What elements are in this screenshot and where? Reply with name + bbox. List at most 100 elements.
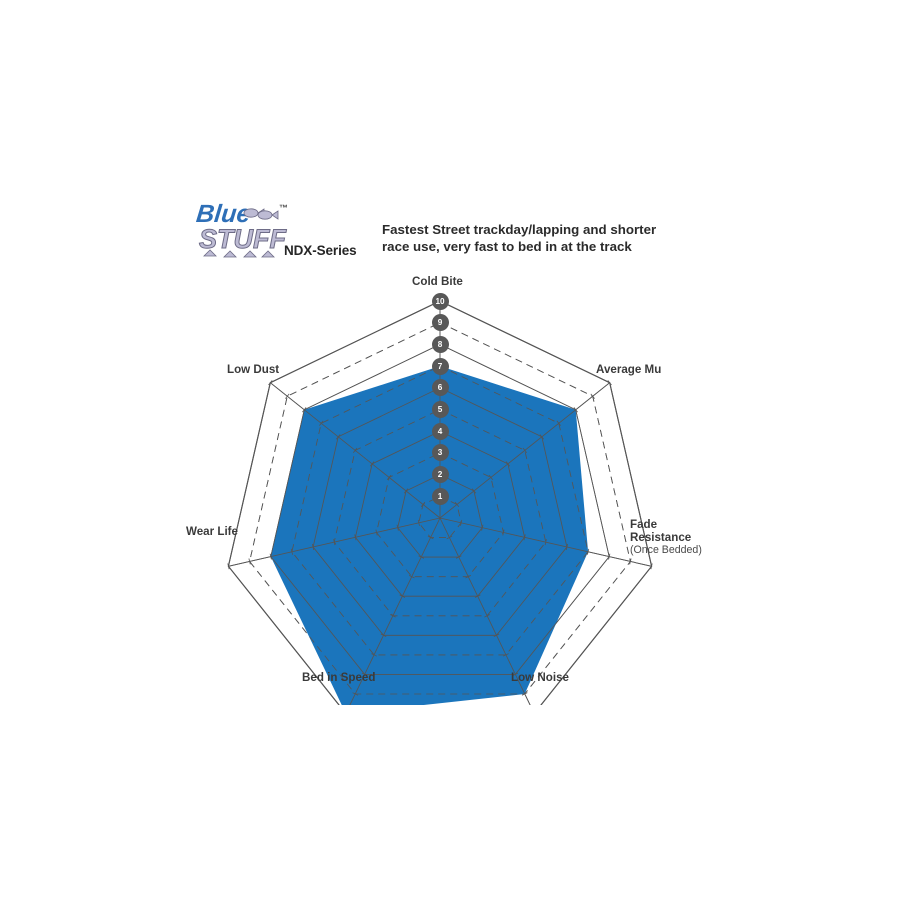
- radar-tick: [523, 534, 526, 541]
- radar-tick: [403, 488, 409, 494]
- radar-tick: [488, 474, 494, 481]
- radar-tick: [512, 672, 519, 677]
- radar-tick: [361, 672, 368, 677]
- radar-ring-9: [249, 322, 631, 695]
- scale-badge-5: 5: [431, 401, 449, 418]
- radar-chart: [150, 265, 750, 705]
- radar-tick: [369, 461, 375, 467]
- radar-tick: [587, 548, 590, 555]
- trademark-symbol: ™: [279, 203, 288, 213]
- tagline-line-2: race use, very fast to bed in at the tra…: [382, 238, 632, 254]
- radar-tick: [352, 447, 358, 453]
- radar-tick: [302, 407, 307, 413]
- radar-tick: [521, 692, 528, 696]
- radar-tick: [380, 633, 387, 637]
- radar-tick: [493, 633, 500, 637]
- radar-tick: [484, 614, 490, 618]
- radar-tick: [248, 558, 251, 565]
- axis-label-average-mu: Average Mu: [596, 363, 662, 376]
- radar-tick: [629, 558, 632, 565]
- radar-tick: [481, 524, 484, 531]
- scale-badge-10: 10: [431, 292, 449, 310]
- scale-badge-4: 4: [431, 422, 449, 440]
- radar-ring-3: [376, 452, 504, 578]
- radar-tick: [290, 548, 293, 555]
- radar-tick: [269, 553, 272, 560]
- radar-ring-10: [227, 300, 653, 705]
- radar-tick: [427, 535, 434, 540]
- header: Blue STUFF ™ NDX-Se: [196, 198, 666, 270]
- radar-tick: [565, 543, 568, 550]
- radar-tick: [375, 529, 378, 536]
- radar-tick: [503, 653, 509, 657]
- radar-tick: [522, 447, 528, 453]
- radar-tick: [573, 407, 578, 413]
- axis-label-wear-life: Wear Life: [186, 525, 238, 538]
- radar-grid-overlay: [227, 300, 653, 705]
- radar-tick: [390, 614, 396, 618]
- scale-badge-8: 8: [431, 335, 449, 353]
- radar-tick: [505, 461, 511, 467]
- scale-badge-1: 1: [431, 487, 449, 505]
- radar-tick: [319, 420, 324, 426]
- radar-tick: [268, 380, 273, 386]
- svg-text:STUFF: STUFF: [199, 224, 287, 254]
- radar-tick: [371, 653, 377, 657]
- axis-label-fade-resistance-main: Fade Resistance: [630, 518, 692, 544]
- scale-badge-2: 2: [431, 466, 449, 484]
- radar-ring-1: [418, 495, 462, 539]
- svg-text:Blue: Blue: [196, 200, 252, 228]
- scale-badge-9: 9: [431, 314, 449, 332]
- radar-tick: [454, 501, 460, 508]
- axis-label-bed-in-speed: Bed in Speed: [302, 671, 376, 684]
- radar-tick: [335, 434, 341, 440]
- radar-tick: [418, 555, 425, 559]
- radar-tick: [556, 420, 561, 426]
- radar-tick: [399, 594, 406, 598]
- radar-tick: [386, 474, 392, 481]
- series-name: NDX-Series: [284, 243, 357, 258]
- scale-badge-7: 7: [431, 357, 449, 375]
- radar-ring-7: [291, 365, 589, 656]
- radar-tick: [396, 524, 399, 531]
- radar-tick: [455, 555, 462, 559]
- axis-label-fade-resistance: Fade Resistance (Once Bedded): [630, 518, 702, 557]
- radar-chart-svg: [227, 300, 653, 705]
- radar-tick: [465, 575, 472, 579]
- radar-tick: [607, 380, 612, 386]
- radar-tick: [420, 501, 426, 508]
- radar-tick: [502, 529, 505, 536]
- scale-badge-6: 6: [431, 379, 449, 397]
- radar-tick: [227, 563, 230, 570]
- tagline-line-1: Fastest Street trackday/lapping and shor…: [382, 222, 657, 237]
- radar-tick: [333, 539, 336, 546]
- axis-label-cold-bite: Cold Bite: [412, 275, 463, 288]
- radar-tick: [417, 519, 420, 526]
- radar-tick: [544, 539, 547, 546]
- radar-ring-2: [397, 474, 483, 558]
- radar-tick: [590, 393, 595, 399]
- axis-label-low-dust: Low Dust: [227, 363, 280, 376]
- radar-ring-8: [270, 343, 610, 675]
- axis-label-low-noise: Low Noise: [511, 671, 569, 684]
- radar-tick: [354, 534, 357, 541]
- radar-tick: [408, 575, 415, 579]
- scale-badge-3: 3: [431, 444, 449, 462]
- radar-tick: [352, 692, 359, 696]
- bluestuff-logo: Blue STUFF: [196, 198, 288, 260]
- tagline: Fastest Street trackday/lapping and shor…: [382, 222, 672, 255]
- radar-ring-5: [333, 409, 547, 617]
- radar-tick: [471, 488, 477, 494]
- radar-tick: [608, 553, 611, 560]
- radar-ring-4: [354, 430, 526, 597]
- radar-tick: [312, 543, 315, 550]
- radar-ring-6: [312, 387, 568, 636]
- axis-label-fade-resistance-sub: (Once Bedded): [630, 544, 702, 556]
- radar-tick: [446, 535, 453, 540]
- radar-tick: [460, 519, 463, 526]
- radar-tick: [650, 563, 653, 570]
- radar-tick: [285, 393, 290, 399]
- radar-tick: [539, 434, 545, 440]
- radar-tick: [474, 594, 481, 598]
